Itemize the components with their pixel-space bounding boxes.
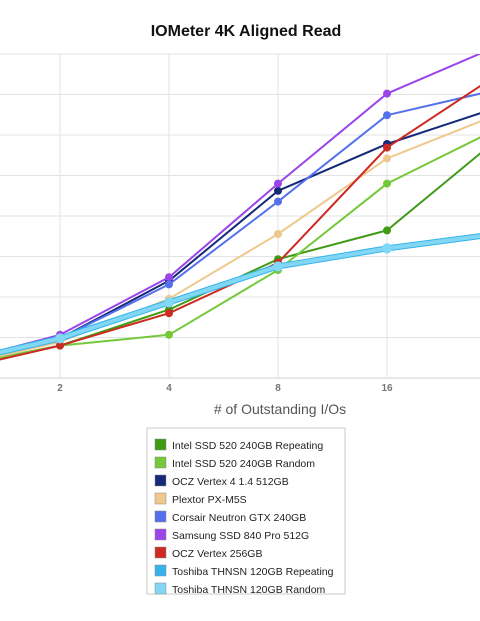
- data-point: [274, 179, 282, 188]
- data-point: [383, 226, 391, 235]
- data-point: [383, 154, 391, 163]
- data-point: [274, 197, 282, 206]
- legend-swatch: [154, 510, 167, 523]
- x-tick-label: 16: [381, 383, 393, 394]
- legend-label: Toshiba THNSN 120GB Random: [172, 584, 326, 596]
- legend-label: Plextor PX-M5S: [172, 494, 247, 506]
- legend-swatch: [154, 474, 167, 487]
- series-line: [0, 84, 480, 361]
- legend-label: Intel SSD 520 240GB Repeating: [172, 440, 323, 452]
- x-tick-labels: 2 4 8 16: [57, 383, 393, 394]
- data-point: [165, 330, 173, 339]
- data-point: [55, 333, 65, 344]
- series-line: [0, 234, 480, 355]
- data-point: [383, 89, 391, 98]
- x-tick-label: 8: [275, 383, 281, 394]
- data-point: [165, 309, 173, 318]
- x-tick-label: 4: [166, 383, 172, 394]
- data-point: [274, 186, 282, 195]
- data-point: [383, 111, 391, 120]
- data-point: [383, 143, 391, 152]
- legend-swatch: [154, 546, 167, 559]
- legend-swatch: [154, 456, 167, 469]
- series-line: [0, 112, 480, 354]
- legend-swatch: [154, 492, 167, 505]
- x-axis-label: # of Outstanding I/Os: [214, 401, 346, 417]
- data-point: [165, 280, 173, 289]
- legend-label: Samsung SSD 840 Pro 512G: [172, 530, 309, 542]
- series-line: [0, 120, 480, 357]
- legend-box: [146, 427, 346, 595]
- data-point: [273, 261, 283, 272]
- legend-label: OCZ Vertex 256GB: [172, 548, 262, 560]
- legend-label: OCZ Vertex 4 1.4 512GB: [172, 476, 289, 488]
- data-point: [165, 273, 173, 282]
- data-point: [164, 297, 174, 308]
- data-point: [274, 230, 282, 238]
- legend-label: Corsair Neutron GTX 240GB: [172, 512, 306, 524]
- legend-swatch: [154, 582, 167, 595]
- legend-swatch: [154, 528, 167, 541]
- chart-title: IOMeter 4K Aligned Read: [151, 23, 342, 40]
- data-point: [56, 341, 64, 350]
- x-tick-label: 2: [57, 383, 63, 394]
- legend-label: Intel SSD 520 240GB Random: [172, 458, 315, 470]
- series-line: [0, 92, 480, 354]
- legend-swatch: [154, 564, 167, 577]
- legend: Intel SSD 520 240GB Repeating Intel SSD 5…: [154, 438, 334, 596]
- legend-label: Toshiba THNSN 120GB Repeating: [172, 566, 334, 578]
- legend-swatch: [154, 438, 167, 451]
- data-point: [383, 179, 391, 188]
- series-lines: [0, 54, 480, 361]
- data-point: [382, 243, 392, 254]
